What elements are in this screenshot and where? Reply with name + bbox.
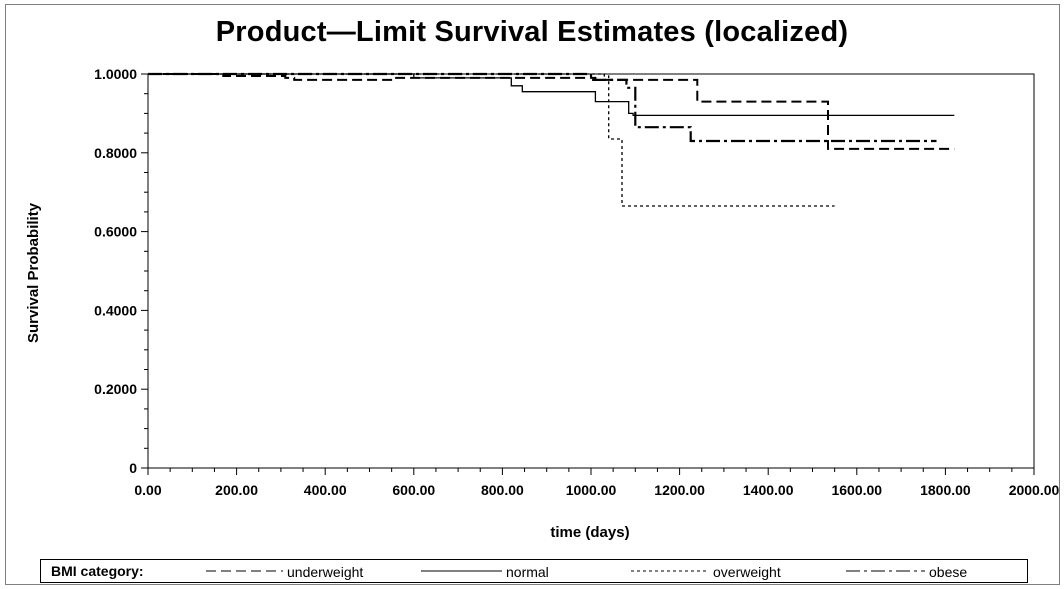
series-line-overweight xyxy=(148,73,835,207)
x-tick-label: 1800.00 xyxy=(920,482,971,498)
legend-swatch xyxy=(206,570,283,572)
series-line-underweight xyxy=(148,73,955,150)
axes: 0.00 200.00 400.00 600.00 800.00 1000.00 1200.… xyxy=(94,66,1059,498)
x-tick-label: 1400.00 xyxy=(743,482,794,498)
legend-label: normal xyxy=(506,564,549,580)
y-tick-label: 0.2000 xyxy=(94,381,137,397)
x-tick-label: 2000.00 xyxy=(1009,482,1060,498)
y-tick-label: 0.6000 xyxy=(94,224,137,240)
chart-title: Product—Limit Survival Estimates (locali… xyxy=(215,16,849,48)
y-tick-label: 0 xyxy=(129,460,137,476)
series-line-obese xyxy=(148,72,937,143)
y-tick-label: 1.0000 xyxy=(94,66,137,82)
legend-swatch xyxy=(846,570,925,572)
x-tick-label: 1000.00 xyxy=(566,482,617,498)
legend-label: underweight xyxy=(287,564,364,580)
y-axis-label: Survival Probability xyxy=(25,202,42,343)
x-tick-label: 200.00 xyxy=(215,482,258,498)
series-line-normal xyxy=(148,73,955,117)
legend: BMI category: underweight normal overweigh… xyxy=(40,559,1028,583)
x-tick-label: 400.00 xyxy=(304,482,347,498)
x-tick-label: 600.00 xyxy=(392,482,435,498)
x-tick-label: 1600.00 xyxy=(831,482,882,498)
x-tick-label: 1200.00 xyxy=(654,482,705,498)
series-layer xyxy=(148,72,955,207)
chart-frame xyxy=(5,4,1060,585)
x-tick-label: 0.00 xyxy=(134,482,161,498)
x-axis-label: time (days) xyxy=(550,524,629,541)
legend-title: BMI category: xyxy=(51,563,144,579)
x-tick-label: 800.00 xyxy=(481,482,524,498)
y-tick-label: 0.8000 xyxy=(94,145,137,161)
legend-label: overweight xyxy=(713,564,781,580)
legend-label: obese xyxy=(929,564,968,580)
legend-swatch xyxy=(421,570,502,572)
plot-area-border xyxy=(147,73,1035,469)
y-tick-label: 0.4000 xyxy=(94,302,137,318)
legend-swatch xyxy=(631,570,709,572)
